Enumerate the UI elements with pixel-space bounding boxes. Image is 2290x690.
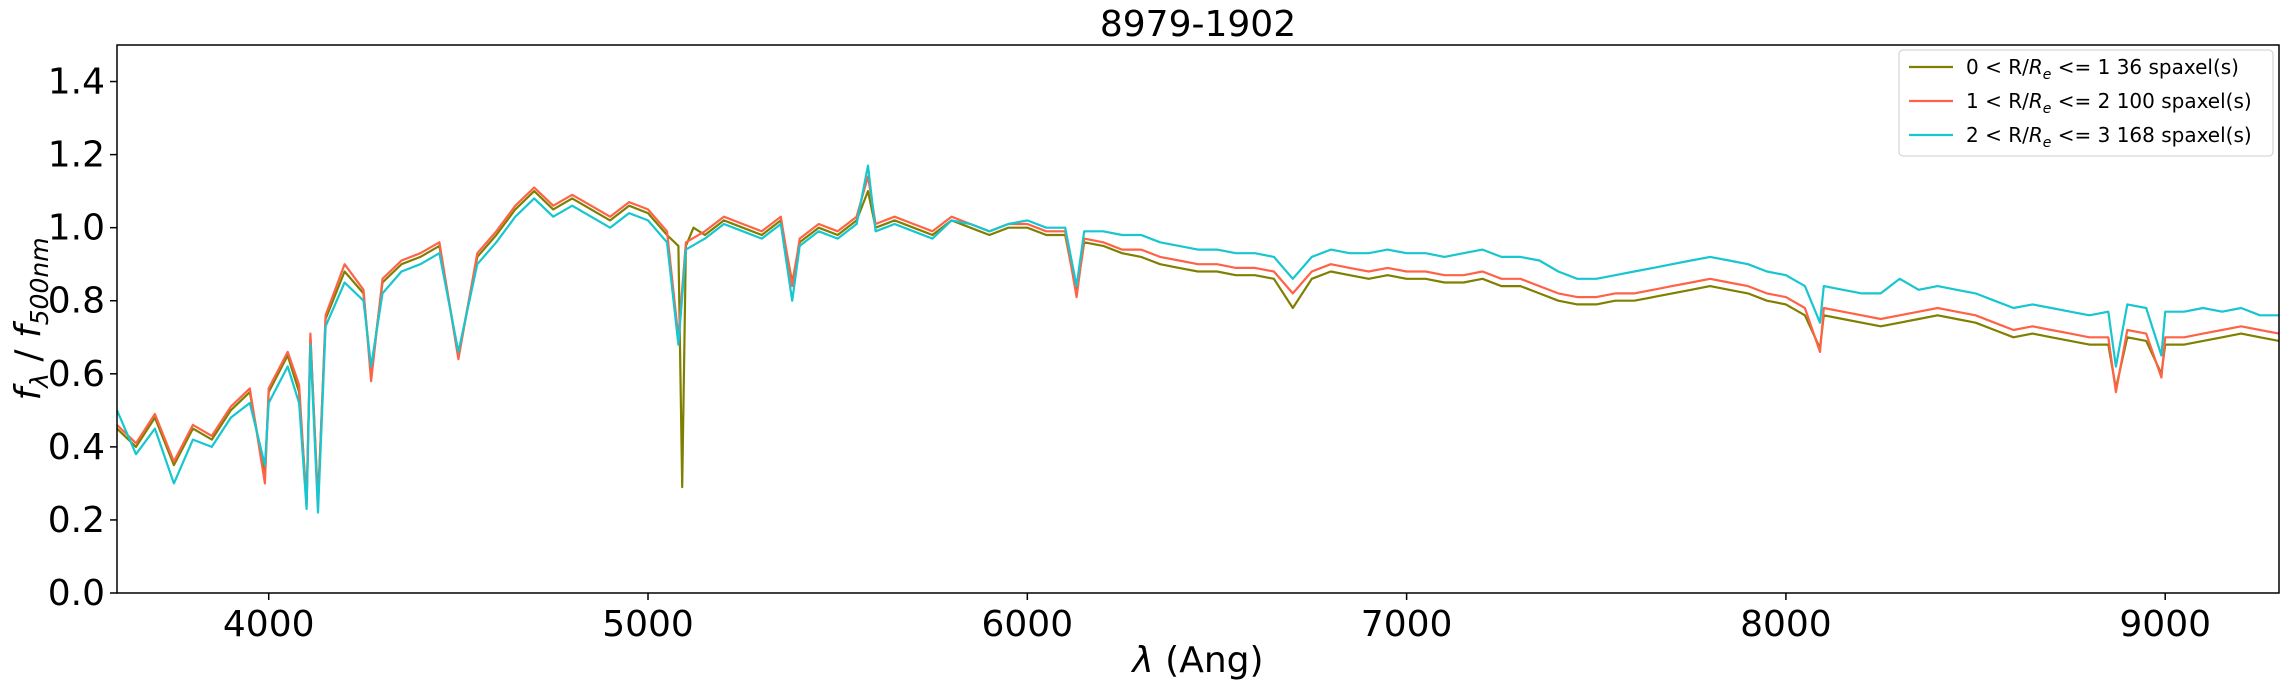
x-axis: 4000 5000 6000 7000 8000 9000 [223, 593, 2211, 645]
plot-frame [116, 44, 2280, 594]
legend: 0 < R/Re <= 1 36 spaxel(s) 1 < R/Re <= 2 … [1898, 49, 2274, 157]
legend-entries: 0 < R/Re <= 1 36 spaxel(s) 1 < R/Re <= 2 … [1909, 55, 2252, 151]
series-line-1 [116, 190, 2280, 503]
y-label-f2-sub: 500nm [25, 237, 54, 325]
x-tick-label: 4000 [223, 604, 315, 645]
y-tick-label: 1.0 [48, 208, 105, 249]
x-tick-label: 5000 [602, 604, 694, 645]
legend-label-3: 2 < R/Re <= 3 168 spaxel(s) [1966, 123, 2252, 151]
legend-box [1898, 49, 2274, 157]
x-tick-label: 6000 [982, 604, 1074, 645]
y-label-separator: / [8, 338, 49, 373]
x-axis-label-unit: (Ang) [1154, 640, 1264, 681]
legend-label-1: 0 < R/Re <= 1 36 spaxel(s) [1966, 55, 2239, 83]
series-line-2 [116, 175, 2280, 507]
y-tick-label: 0.6 [48, 354, 105, 395]
y-tick-label: 0.8 [48, 281, 105, 322]
legend-label-2: 1 < R/Re <= 2 100 spaxel(s) [1966, 89, 2252, 117]
series-layer [115, 164, 2280, 514]
y-tick-label: 0.2 [48, 500, 105, 541]
y-tick-label: 0.4 [48, 427, 105, 468]
y-tick-label: 0.0 [48, 573, 105, 614]
y-tick-label: 1.4 [48, 62, 105, 103]
y-axis-label: fλ / f500nm [8, 237, 54, 400]
x-axis-label: λ (Ang) [1130, 640, 1263, 681]
x-tick-label: 8000 [1740, 604, 1832, 645]
x-tick-label: 9000 [2119, 604, 2211, 645]
x-tick-label: 7000 [1361, 604, 1453, 645]
y-axis: 0.0 0.2 0.4 0.6 0.8 1.0 1.2 1.4 [48, 62, 117, 614]
chart-title: 8979-1902 [1100, 4, 1296, 45]
y-tick-label: 1.2 [48, 135, 105, 176]
y-label-f-sub: λ [25, 373, 54, 390]
series-line-3 [115, 164, 2279, 514]
x-axis-label-symbol: λ [1130, 640, 1153, 681]
